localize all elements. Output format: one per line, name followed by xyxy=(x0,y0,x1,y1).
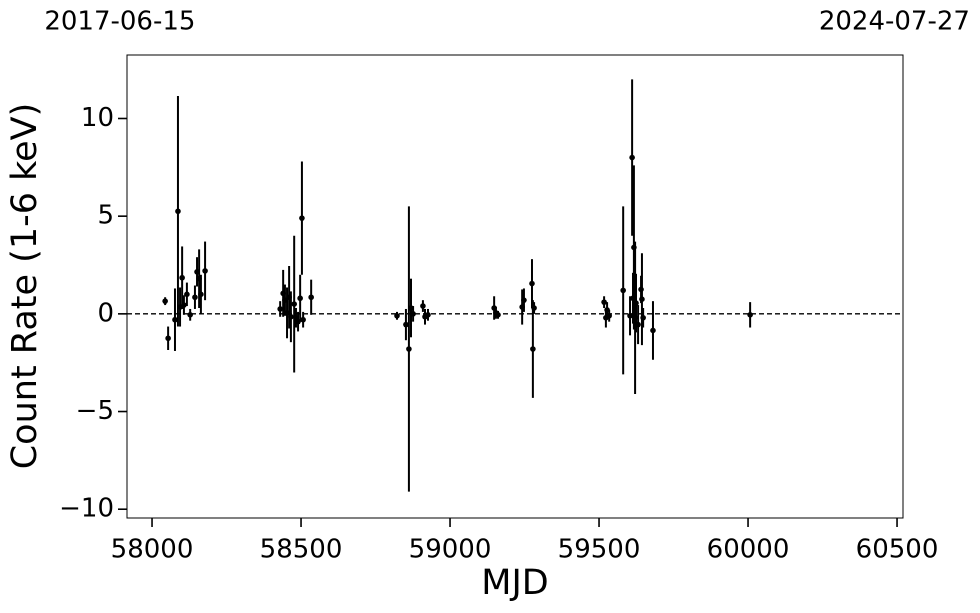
x-tick-label: 60000 xyxy=(707,535,790,565)
y-tick-label: −5 xyxy=(76,396,114,426)
data-point xyxy=(627,313,633,319)
data-point xyxy=(181,302,187,308)
data-point xyxy=(410,311,416,317)
data-point xyxy=(530,346,536,352)
data-point xyxy=(640,314,646,321)
y-axis-title: Count Rate (1-6 keV) xyxy=(5,103,45,470)
data-point xyxy=(620,287,626,294)
data-point xyxy=(300,316,306,323)
x-tick-label: 59000 xyxy=(409,535,492,565)
data-point xyxy=(187,312,193,318)
y-tick-label: 10 xyxy=(81,103,114,133)
y-tick-label: 5 xyxy=(97,201,114,231)
data-point xyxy=(633,300,639,306)
data-point xyxy=(420,303,426,309)
data-point xyxy=(175,208,181,215)
data-point xyxy=(308,294,314,301)
x-tick-label: 58500 xyxy=(260,535,343,565)
data-point xyxy=(202,268,208,274)
x-tick-label: 59500 xyxy=(558,535,641,565)
data-point xyxy=(639,296,645,302)
y-tick-label: −10 xyxy=(59,494,114,524)
data-point xyxy=(521,297,527,303)
data-point xyxy=(495,312,501,318)
data-point xyxy=(291,301,297,307)
data-point xyxy=(403,321,409,328)
data-point xyxy=(425,312,431,318)
data-point xyxy=(192,294,198,301)
data-point xyxy=(172,316,178,323)
data-point xyxy=(297,295,303,302)
data-point xyxy=(635,321,641,328)
x-tick-label: 58000 xyxy=(111,535,194,565)
data-point xyxy=(179,274,185,281)
data-point xyxy=(406,346,412,352)
data-point xyxy=(747,312,753,318)
data-point xyxy=(288,313,294,320)
data-point xyxy=(165,335,171,342)
data-point xyxy=(299,215,305,221)
data-point xyxy=(529,280,535,287)
top-date-label: 2024-07-27 xyxy=(819,7,970,37)
x-axis-title: MJD xyxy=(481,563,548,603)
data-point xyxy=(198,291,204,298)
data-point xyxy=(394,313,400,319)
data-point xyxy=(531,305,537,311)
data-point xyxy=(606,313,612,319)
plot-frame xyxy=(126,54,904,519)
top-date-label: 2017-06-15 xyxy=(44,7,195,37)
data-point xyxy=(629,154,635,161)
data-point xyxy=(184,291,190,298)
data-point xyxy=(650,327,656,334)
data-point xyxy=(277,306,283,312)
data-point xyxy=(162,298,168,304)
x-tick-label: 60500 xyxy=(856,535,939,565)
y-tick-label: 0 xyxy=(97,298,114,328)
data-point xyxy=(601,299,607,305)
